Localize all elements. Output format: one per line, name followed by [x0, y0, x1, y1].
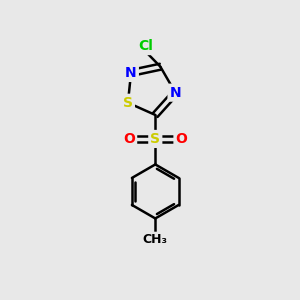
Text: S: S	[150, 132, 160, 146]
Text: O: O	[176, 132, 187, 146]
Text: O: O	[123, 132, 135, 146]
Text: N: N	[169, 86, 181, 100]
Text: Cl: Cl	[138, 39, 153, 53]
Text: N: N	[125, 66, 137, 80]
Text: CH₃: CH₃	[143, 233, 168, 246]
Text: S: S	[123, 96, 133, 110]
